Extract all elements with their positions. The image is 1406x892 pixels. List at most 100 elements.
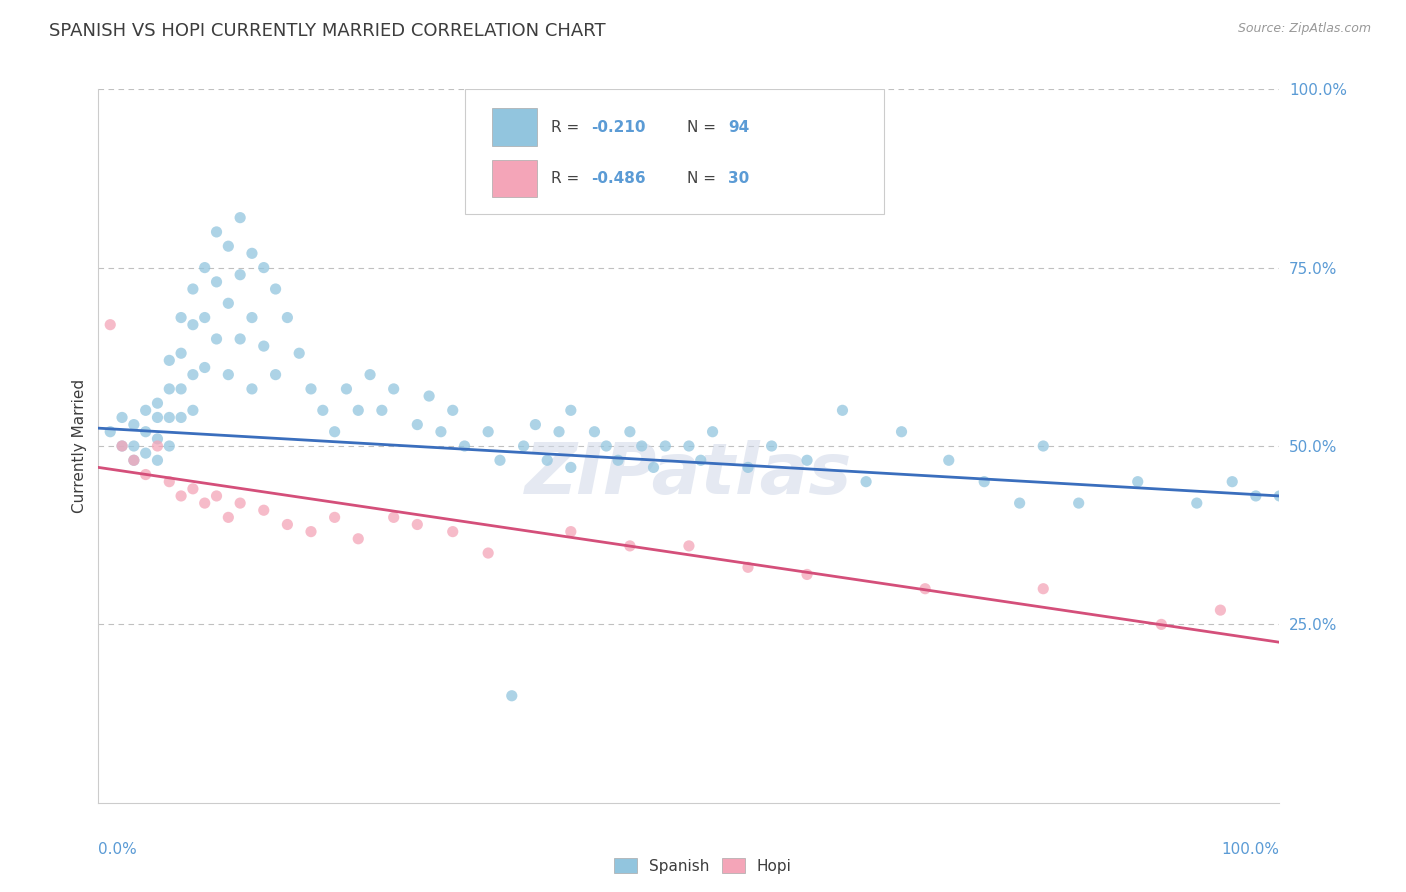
Point	[122, 439, 145, 453]
Point	[347, 532, 370, 546]
Point	[253, 260, 276, 275]
Point	[418, 389, 440, 403]
Point	[702, 425, 724, 439]
Point	[122, 453, 145, 467]
Point	[217, 296, 239, 310]
Legend: Spanish, Hopi: Spanish, Hopi	[607, 852, 799, 880]
Point	[135, 467, 157, 482]
Point	[157, 439, 180, 453]
FancyBboxPatch shape	[492, 109, 537, 145]
Point	[205, 489, 228, 503]
Point	[181, 403, 204, 417]
Point	[678, 539, 700, 553]
Point	[489, 453, 512, 467]
Point	[205, 332, 228, 346]
Point	[548, 425, 571, 439]
Point	[973, 475, 995, 489]
Point	[312, 403, 335, 417]
Point	[276, 310, 298, 325]
Point	[761, 439, 783, 453]
Point	[170, 489, 193, 503]
Point	[194, 496, 217, 510]
Point	[630, 439, 652, 453]
Point	[477, 546, 499, 560]
Point	[1185, 496, 1208, 510]
Point	[737, 460, 759, 475]
Point	[240, 382, 263, 396]
Point	[170, 346, 193, 360]
Point	[536, 453, 558, 467]
Text: 94: 94	[728, 120, 749, 135]
Point	[217, 239, 239, 253]
Point	[1209, 603, 1232, 617]
Point	[111, 439, 134, 453]
Point	[122, 417, 145, 432]
Point	[890, 425, 912, 439]
Point	[607, 453, 630, 467]
Point	[1008, 496, 1031, 510]
Point	[512, 439, 534, 453]
Point	[441, 524, 464, 539]
Point	[181, 368, 204, 382]
Point	[170, 410, 193, 425]
Point	[194, 360, 217, 375]
Point	[371, 403, 394, 417]
Point	[560, 524, 582, 539]
Point	[157, 382, 180, 396]
Point	[146, 439, 169, 453]
Point	[335, 382, 357, 396]
Point	[1220, 475, 1243, 489]
Point	[157, 410, 180, 425]
Point	[98, 318, 121, 332]
Point	[501, 689, 523, 703]
Point	[796, 453, 818, 467]
Point	[111, 439, 134, 453]
Point	[1126, 475, 1149, 489]
Point	[1067, 496, 1090, 510]
Point	[229, 211, 252, 225]
Text: 30: 30	[728, 171, 749, 186]
Text: ZIPatlas: ZIPatlas	[526, 440, 852, 509]
Point	[1032, 582, 1054, 596]
Point	[524, 417, 547, 432]
Point	[678, 439, 700, 453]
Text: N =: N =	[686, 171, 720, 186]
Point	[135, 403, 157, 417]
Point	[205, 225, 228, 239]
Point	[135, 446, 157, 460]
Text: 100.0%: 100.0%	[1222, 842, 1279, 857]
Point	[146, 432, 169, 446]
Point	[122, 453, 145, 467]
Point	[359, 368, 381, 382]
Point	[170, 310, 193, 325]
Point	[583, 425, 606, 439]
Text: -0.210: -0.210	[591, 120, 645, 135]
Point	[264, 368, 287, 382]
FancyBboxPatch shape	[492, 160, 537, 197]
Text: R =: R =	[551, 120, 583, 135]
Point	[453, 439, 475, 453]
Point	[229, 268, 252, 282]
Text: 0.0%: 0.0%	[98, 842, 138, 857]
Point	[157, 353, 180, 368]
Point	[217, 368, 239, 382]
Point	[111, 410, 134, 425]
Text: SPANISH VS HOPI CURRENTLY MARRIED CORRELATION CHART: SPANISH VS HOPI CURRENTLY MARRIED CORREL…	[49, 22, 606, 40]
Point	[299, 524, 322, 539]
Text: R =: R =	[551, 171, 583, 186]
Point	[146, 396, 169, 410]
Point	[194, 310, 217, 325]
FancyBboxPatch shape	[464, 89, 884, 214]
Text: -0.486: -0.486	[591, 171, 645, 186]
Point	[1244, 489, 1267, 503]
Point	[1268, 489, 1291, 503]
Point	[831, 403, 853, 417]
Point	[1150, 617, 1173, 632]
Point	[240, 246, 263, 260]
Point	[796, 567, 818, 582]
Point	[643, 460, 665, 475]
Point	[264, 282, 287, 296]
Point	[347, 403, 370, 417]
Point	[229, 496, 252, 510]
Text: N =: N =	[686, 120, 720, 135]
